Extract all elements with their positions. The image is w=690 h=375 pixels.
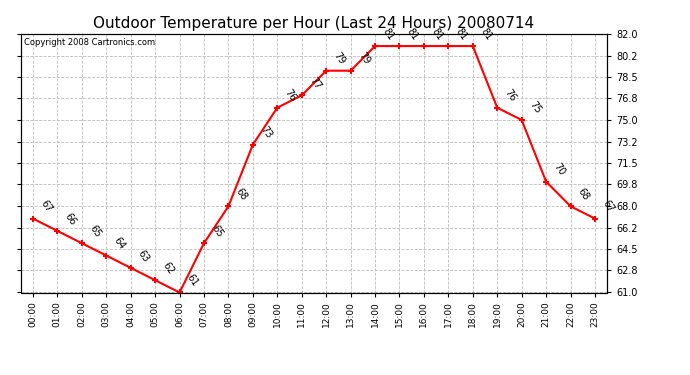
Text: 67: 67 bbox=[39, 198, 54, 214]
Text: 79: 79 bbox=[332, 51, 347, 66]
Text: 66: 66 bbox=[63, 211, 78, 227]
Title: Outdoor Temperature per Hour (Last 24 Hours) 20080714: Outdoor Temperature per Hour (Last 24 Ho… bbox=[93, 16, 535, 31]
Text: 76: 76 bbox=[503, 88, 518, 104]
Text: 81: 81 bbox=[381, 26, 396, 42]
Text: 75: 75 bbox=[527, 100, 542, 116]
Text: 64: 64 bbox=[112, 236, 127, 251]
Text: 68: 68 bbox=[234, 186, 249, 202]
Text: 81: 81 bbox=[429, 26, 444, 42]
Text: 81: 81 bbox=[405, 26, 420, 42]
Text: 61: 61 bbox=[185, 273, 200, 288]
Text: 68: 68 bbox=[576, 186, 591, 202]
Text: 67: 67 bbox=[600, 198, 616, 214]
Text: 77: 77 bbox=[307, 75, 323, 91]
Text: Copyright 2008 Cartronics.com: Copyright 2008 Cartronics.com bbox=[23, 38, 155, 46]
Text: 65: 65 bbox=[88, 223, 103, 239]
Text: 81: 81 bbox=[478, 26, 493, 42]
Text: 76: 76 bbox=[283, 88, 298, 104]
Text: 73: 73 bbox=[259, 124, 274, 141]
Text: 65: 65 bbox=[210, 223, 225, 239]
Text: 79: 79 bbox=[356, 51, 371, 66]
Text: 70: 70 bbox=[552, 162, 567, 177]
Text: 63: 63 bbox=[136, 248, 151, 264]
Text: 62: 62 bbox=[161, 260, 176, 276]
Text: 81: 81 bbox=[454, 26, 469, 42]
